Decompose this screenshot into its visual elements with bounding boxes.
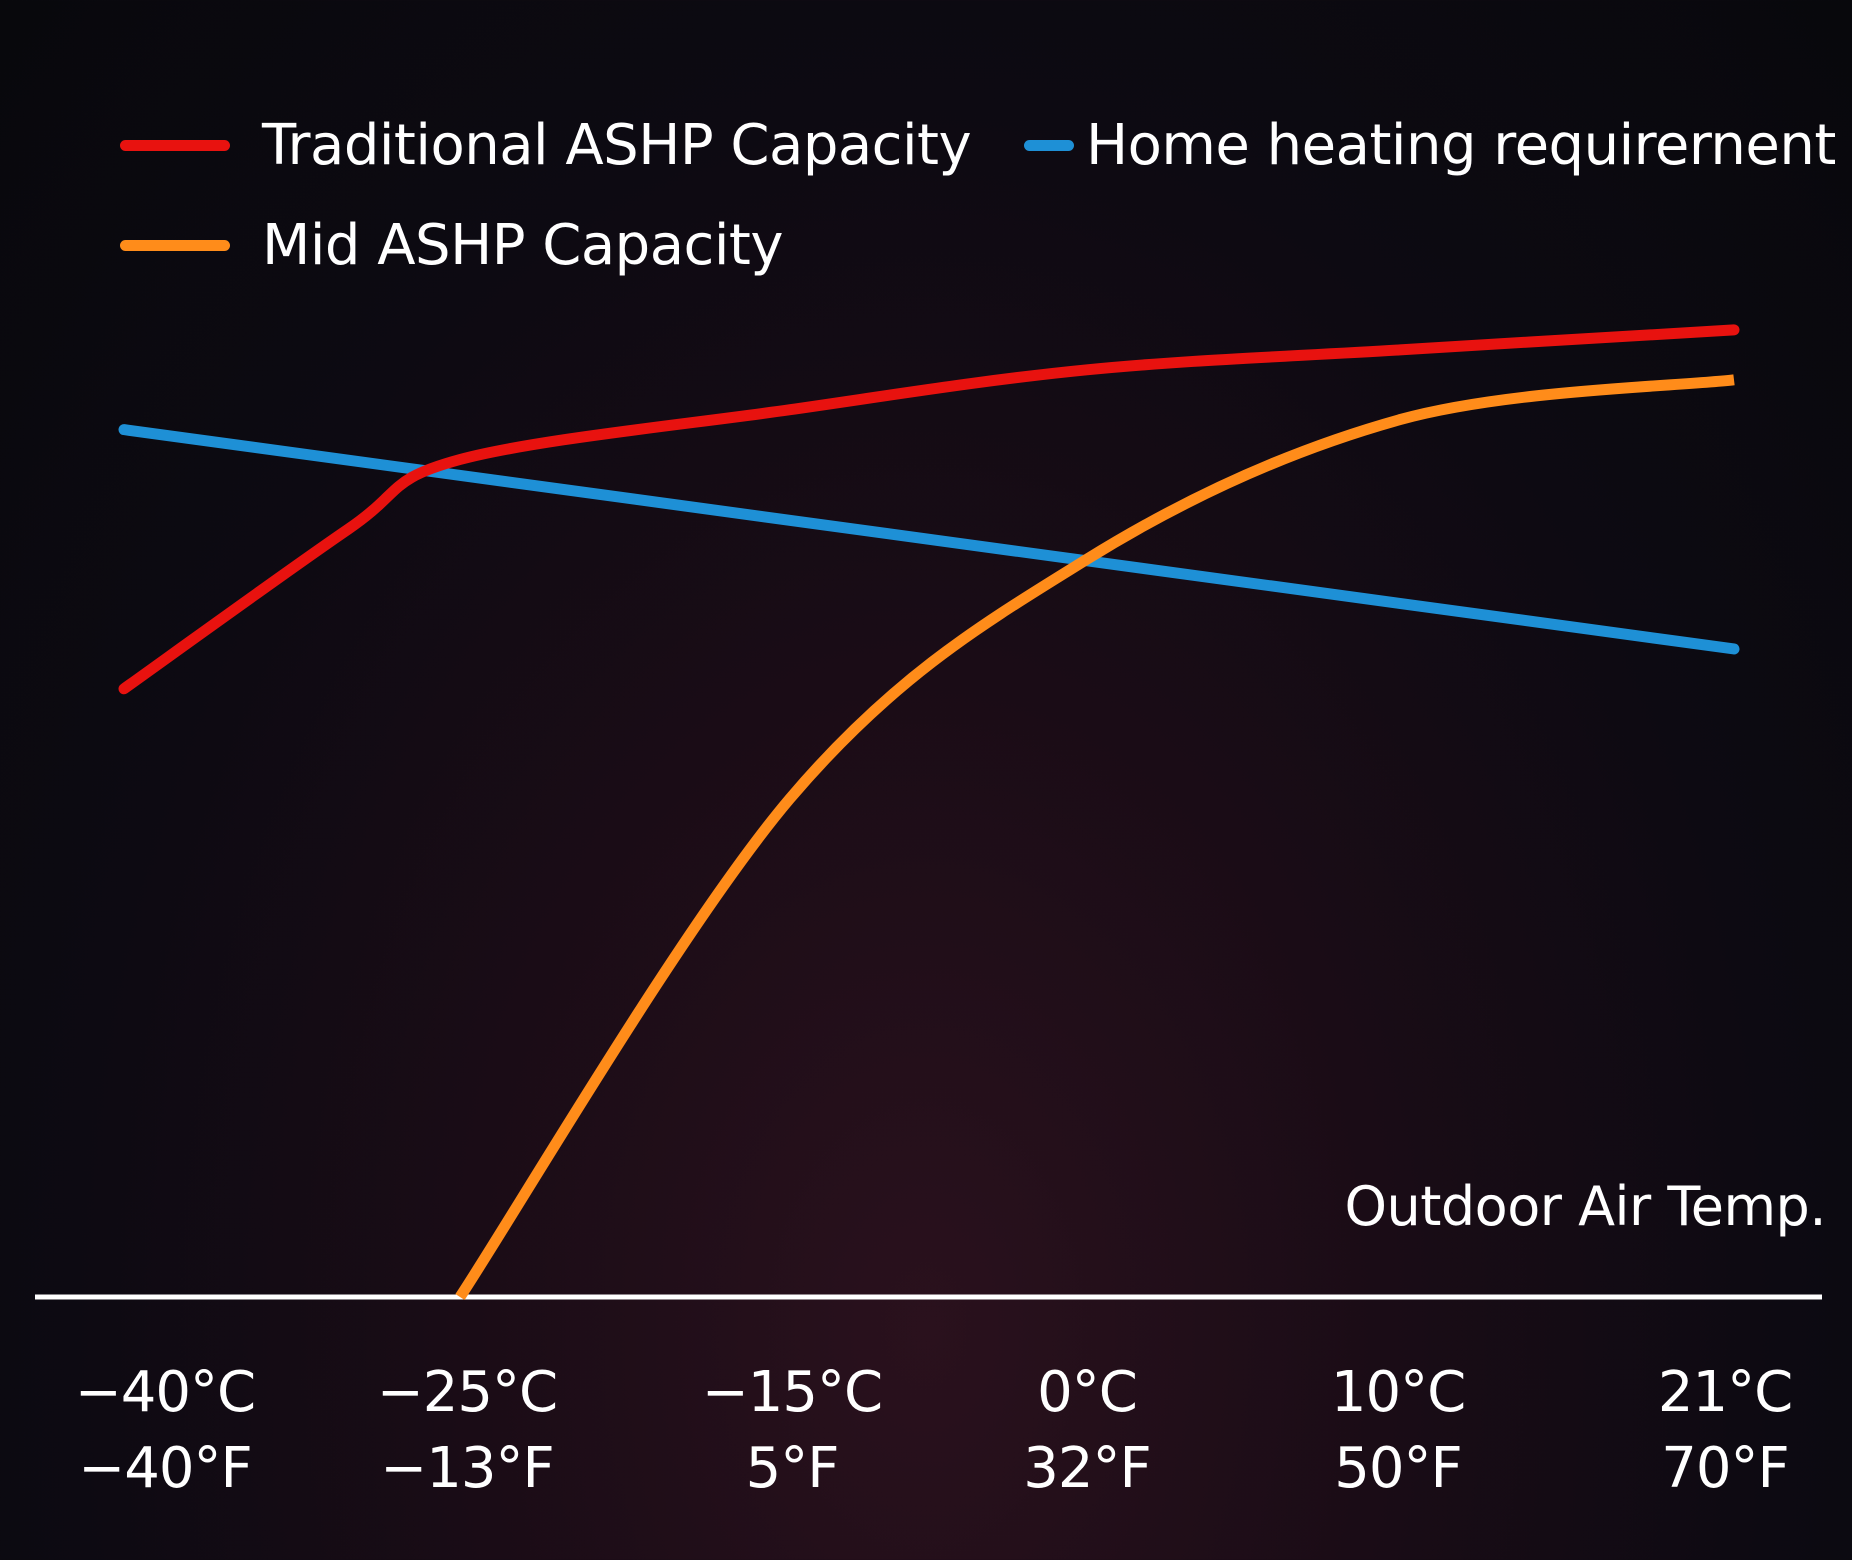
x-tick-label-fahrenheit: −40°F bbox=[78, 1436, 252, 1501]
legend-item-mid-ashp: Mid ASHP Capacity bbox=[120, 205, 783, 285]
legend-label-mid-ashp: Mid ASHP Capacity bbox=[262, 212, 783, 278]
x-tick-label-celsius: −40°C bbox=[74, 1360, 256, 1425]
x-tick-zero: 0°C 32°F bbox=[947, 1355, 1227, 1507]
x-tick-label-fahrenheit: 32°F bbox=[1023, 1436, 1151, 1501]
series-layer bbox=[118, 324, 1740, 1301]
x-tick-label-fahrenheit: 70°F bbox=[1661, 1436, 1789, 1501]
x-tick-label-celsius: −15°C bbox=[701, 1360, 883, 1425]
x-tick-label-fahrenheit: −13°F bbox=[380, 1436, 554, 1501]
x-tick-label-celsius: 21°C bbox=[1657, 1360, 1793, 1425]
legend-swatch-mid-ashp bbox=[120, 239, 230, 251]
legend-item-home-heating: Home heating requirernent bbox=[1024, 105, 1836, 185]
x-tick-minus-40: −40°C −40°F bbox=[25, 1355, 305, 1507]
x-tick-21: 21°C 70°F bbox=[1585, 1355, 1852, 1507]
x-tick-minus-25: −25°C −13°F bbox=[327, 1355, 607, 1507]
x-tick-label-fahrenheit: 50°F bbox=[1334, 1436, 1462, 1501]
legend-swatch-traditional-ashp bbox=[120, 139, 230, 151]
legend-item-traditional-ashp: Traditional ASHP Capacity bbox=[120, 105, 972, 185]
x-axis-title: Outdoor Air Temp. bbox=[1344, 1175, 1826, 1238]
x-tick-label-celsius: 10°C bbox=[1330, 1360, 1466, 1425]
legend-label-home-heating: Home heating requirernent bbox=[1086, 112, 1836, 178]
legend-swatch-home-heating bbox=[1024, 139, 1074, 151]
series-line-home-heating bbox=[118, 424, 1740, 655]
series-line-mid-ashp bbox=[455, 374, 1735, 1301]
x-tick-label-celsius: −25°C bbox=[376, 1360, 558, 1425]
x-tick-10: 10°C 50°F bbox=[1258, 1355, 1538, 1507]
legend-label-traditional-ashp: Traditional ASHP Capacity bbox=[262, 112, 972, 178]
x-tick-minus-15: −15°C 5°F bbox=[652, 1355, 932, 1507]
x-tick-label-celsius: 0°C bbox=[1037, 1360, 1138, 1425]
x-tick-label-fahrenheit: 5°F bbox=[745, 1436, 840, 1501]
series-line-traditional-ashp bbox=[118, 324, 1740, 695]
